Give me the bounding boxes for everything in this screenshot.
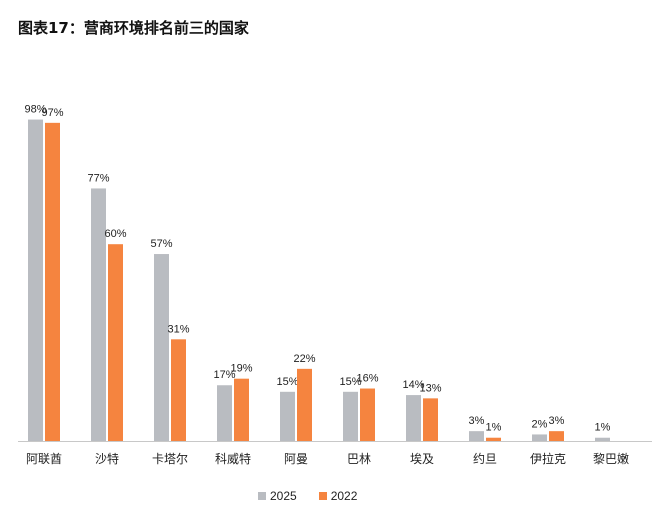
chart-title: 图表17：营商环境排名前三的国家 xyxy=(18,19,249,37)
bar-2022-6 xyxy=(423,398,438,441)
bar-2022-5 xyxy=(360,388,375,441)
bar-2022-0 xyxy=(45,122,60,441)
data-label-2025-4: 15% xyxy=(276,376,298,388)
category-label-3: 科威特 xyxy=(215,451,251,466)
legend-label-2022: 2022 xyxy=(330,489,358,503)
data-label-2022-2: 31% xyxy=(167,323,189,335)
data-label-2022-5: 16% xyxy=(356,373,378,385)
legend-swatch-2025 xyxy=(258,492,266,500)
data-label-2022-6: 13% xyxy=(419,382,441,394)
category-label-7: 约旦 xyxy=(473,451,497,466)
bar-2022-8 xyxy=(549,431,564,441)
data-label-2025-5: 15% xyxy=(339,376,361,388)
data-label-2025-3: 17% xyxy=(213,369,235,381)
data-label-2022-3: 19% xyxy=(230,363,252,375)
category-label-6: 埃及 xyxy=(410,452,434,466)
data-label-2025-0: 98% xyxy=(24,104,46,116)
legend: 2025 2022 xyxy=(258,489,357,503)
bar-2022-7 xyxy=(486,437,501,441)
category-label-1: 沙特 xyxy=(95,451,119,466)
data-label-2025-6: 14% xyxy=(402,379,424,391)
bar-2025-2 xyxy=(154,254,169,441)
data-label-2025-7: 3% xyxy=(469,415,485,427)
data-label-2025-1: 77% xyxy=(87,172,109,184)
legend-item-2025: 2025 xyxy=(258,489,297,503)
bar-2025-8 xyxy=(532,434,547,441)
data-label-2022-0: 97% xyxy=(41,107,63,119)
data-label-2025-9: 1% xyxy=(595,422,611,434)
data-label-2025-8: 2% xyxy=(532,418,548,430)
category-label-2: 卡塔尔 xyxy=(152,451,188,466)
legend-item-2022: 2022 xyxy=(318,489,358,503)
bar-2025-7 xyxy=(469,431,484,441)
legend-label-2025: 2025 xyxy=(270,489,297,503)
bar-2025-4 xyxy=(280,391,295,441)
bar-2025-1 xyxy=(91,188,106,441)
bar-2022-1 xyxy=(108,244,123,441)
data-label-2025-2: 57% xyxy=(150,238,172,250)
bar-2025-6 xyxy=(406,395,421,441)
bar-2025-5 xyxy=(343,391,358,441)
data-label-2022-8: 3% xyxy=(549,415,565,427)
legend-swatch-2022 xyxy=(318,492,327,500)
category-label-5: 巴林 xyxy=(347,452,371,466)
bar-2022-3 xyxy=(234,378,249,441)
data-label-2022-1: 60% xyxy=(104,228,126,240)
data-label-2022-4: 22% xyxy=(293,353,315,365)
bar-2022-2 xyxy=(171,339,186,441)
bar-2025-9 xyxy=(595,437,610,441)
category-label-4: 阿曼 xyxy=(284,452,308,466)
bar-2025-3 xyxy=(217,385,232,441)
category-label-0: 阿联酋 xyxy=(26,451,62,466)
category-label-8: 伊拉克 xyxy=(530,451,566,466)
data-label-2022-7: 1% xyxy=(486,422,502,434)
category-label-9: 黎巴嫩 xyxy=(593,452,629,466)
bar-2022-4 xyxy=(297,368,312,441)
bar-2025-0 xyxy=(28,119,43,441)
